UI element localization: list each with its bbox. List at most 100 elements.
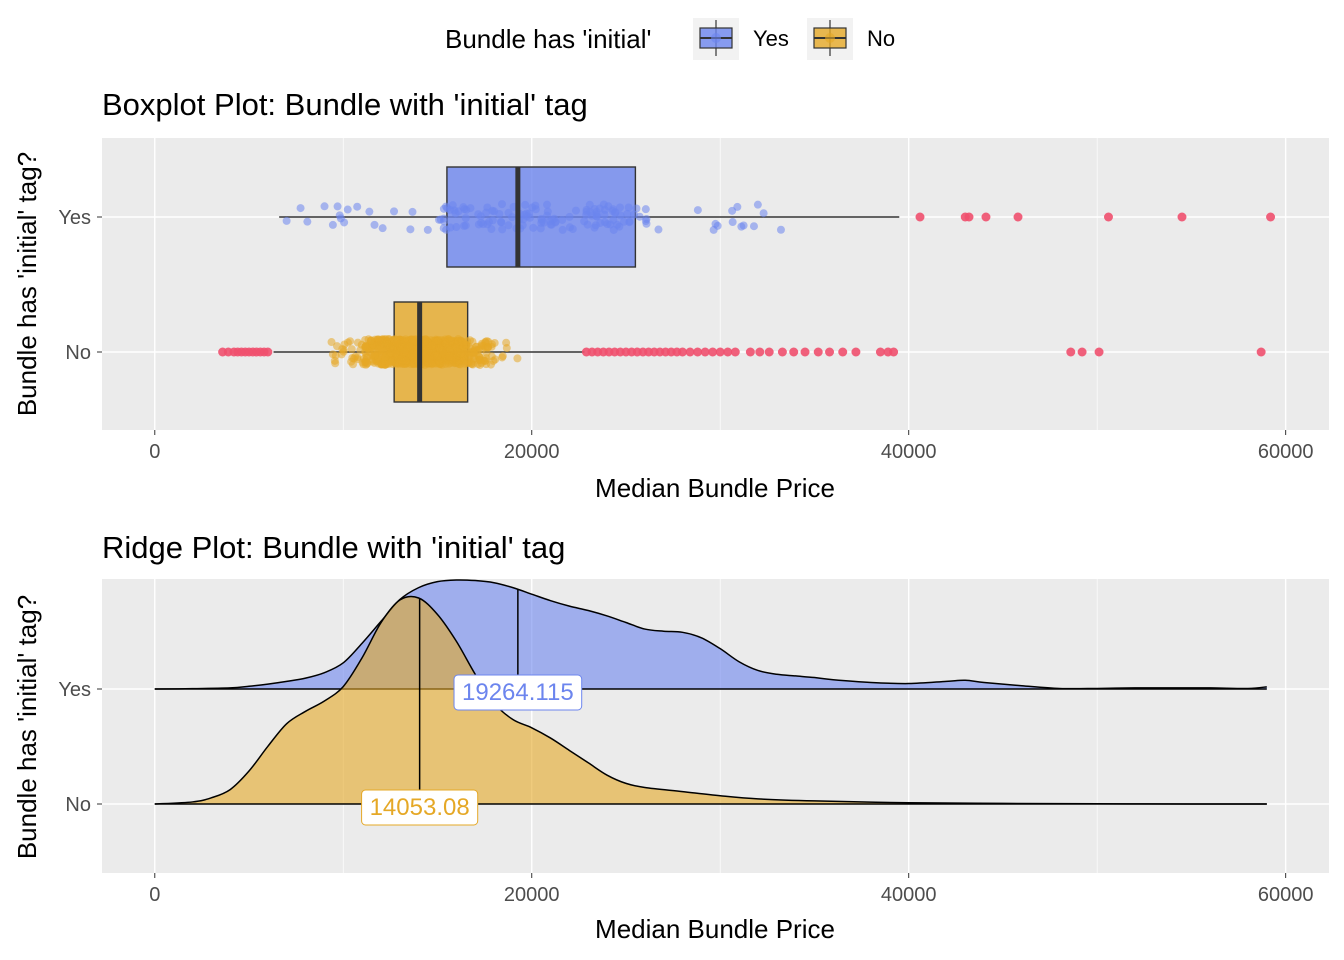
jitter-point-yes <box>474 210 483 219</box>
boxplot-y-axis-title: Bundle has 'initial' tag? <box>12 152 42 416</box>
median-label-text-no: 14053.08 <box>370 794 470 821</box>
ridge-x-tick-label: 0 <box>149 884 160 906</box>
ridge-y-axis-title: Bundle has 'initial' tag? <box>12 595 42 859</box>
jitter-point-yes <box>423 225 432 234</box>
jitter-point-yes <box>496 217 505 226</box>
jitter-point-no <box>454 337 463 346</box>
jitter-point-yes <box>343 205 352 214</box>
median-label-yes: 19264.115 <box>453 674 583 711</box>
boxplot-y-tick-label: No <box>65 342 91 364</box>
jitter-point-yes <box>521 200 530 209</box>
outlier-point-no <box>1094 347 1104 357</box>
jitter-point-yes <box>498 200 507 209</box>
outlier-point-no <box>764 347 774 357</box>
outlier-point-yes <box>1266 212 1276 222</box>
outlier-point-no <box>777 347 787 357</box>
jitter-point-yes <box>749 222 758 231</box>
outlier-point-yes <box>981 212 991 222</box>
jitter-point-yes <box>615 203 624 212</box>
jitter-point-no <box>490 338 499 347</box>
ridge-outline-no <box>154 595 1267 805</box>
jitter-point-no <box>433 336 442 345</box>
outlier-point-no <box>789 347 799 357</box>
jitter-point-no <box>386 343 395 352</box>
outlier-point-no <box>693 347 703 357</box>
legend: Bundle has 'initial' Yes No <box>445 18 895 60</box>
legend-title: Bundle has 'initial' <box>445 24 652 54</box>
jitter-point-yes <box>461 221 470 230</box>
jitter-point-yes <box>558 225 567 234</box>
outlier-point-no <box>263 347 273 357</box>
outlier-point-no <box>700 347 710 357</box>
legend-label-no: No <box>867 26 895 51</box>
boxplot-title: Boxplot Plot: Bundle with 'initial' tag <box>102 87 588 122</box>
jitter-point-yes <box>378 224 387 233</box>
jitter-point-yes <box>632 204 641 213</box>
outlier-point-yes <box>1177 212 1187 222</box>
jitter-point-no <box>427 341 436 350</box>
jitter-point-yes <box>498 225 507 234</box>
outlier-point-yes <box>964 212 974 222</box>
outlier-point-no <box>723 347 733 357</box>
outlier-point-no <box>730 347 740 357</box>
jitter-point-no <box>484 343 493 352</box>
jitter-point-no <box>402 356 411 365</box>
jitter-point-yes <box>408 207 417 216</box>
jitter-point-yes <box>303 217 312 226</box>
jitter-point-yes <box>504 208 513 217</box>
jitter-point-yes <box>460 205 469 214</box>
jitter-point-yes <box>629 210 638 219</box>
jitter-point-yes <box>600 205 609 214</box>
outlier-point-no <box>875 347 885 357</box>
ridge-x-tick-label: 20000 <box>504 884 560 906</box>
jitter-point-no <box>362 357 371 366</box>
jitter-point-yes <box>759 209 768 218</box>
jitter-point-no <box>462 340 471 349</box>
outlier-point-no <box>800 347 810 357</box>
jitter-point-yes <box>529 223 538 232</box>
jitter-point-yes <box>641 205 650 214</box>
jitter-point-no <box>482 354 491 363</box>
jitter-point-yes <box>370 220 379 229</box>
ridge-marks: 19264.115 14053.08 <box>154 579 1267 826</box>
outlier-point-yes <box>1013 212 1023 222</box>
jitter-point-yes <box>296 204 305 213</box>
boxplot-x-axis-title: Median Bundle Price <box>595 473 835 503</box>
ridge-outline-yes <box>154 579 1267 690</box>
jitter-point-yes <box>390 207 399 216</box>
boxplot-x-tick-label: 60000 <box>1258 441 1314 463</box>
jitter-point-yes <box>558 215 567 224</box>
jitter-point-no <box>425 359 434 368</box>
jitter-point-yes <box>624 203 633 212</box>
jitter-point-yes <box>495 209 504 218</box>
jitter-point-no <box>446 336 455 345</box>
ridge-x-ticks: 0 20000 40000 60000 <box>149 873 1313 906</box>
jitter-point-no <box>498 352 507 361</box>
outlier-point-no <box>745 347 755 357</box>
jitter-point-yes <box>625 217 634 226</box>
jitter-point-no <box>381 351 390 360</box>
outlier-point-no <box>889 347 899 357</box>
jitter-point-yes <box>488 206 497 215</box>
jitter-point-yes <box>328 220 337 229</box>
jitter-point-no <box>331 351 340 360</box>
jitter-point-yes <box>520 210 529 219</box>
jitter-point-yes <box>452 223 461 232</box>
jitter-point-yes <box>543 200 552 209</box>
jitter-point-no <box>408 336 417 345</box>
boxplot-y-tick-label: Yes <box>58 207 91 229</box>
jitter-point-yes <box>623 209 632 218</box>
outlier-point-no <box>715 347 725 357</box>
jitter-point-no <box>491 355 500 364</box>
legend-key-no <box>807 18 853 60</box>
jitter-point-no <box>327 338 336 347</box>
jitter-point-no <box>346 337 355 346</box>
jitter-point-no <box>375 337 384 346</box>
ridge-title: Ridge Plot: Bundle with 'initial' tag <box>102 530 565 565</box>
jitter-point-yes <box>654 225 663 234</box>
jitter-point-yes <box>365 207 374 216</box>
jitter-point-yes <box>479 220 488 229</box>
jitter-point-yes <box>320 202 329 211</box>
jitter-point-no <box>513 354 522 363</box>
